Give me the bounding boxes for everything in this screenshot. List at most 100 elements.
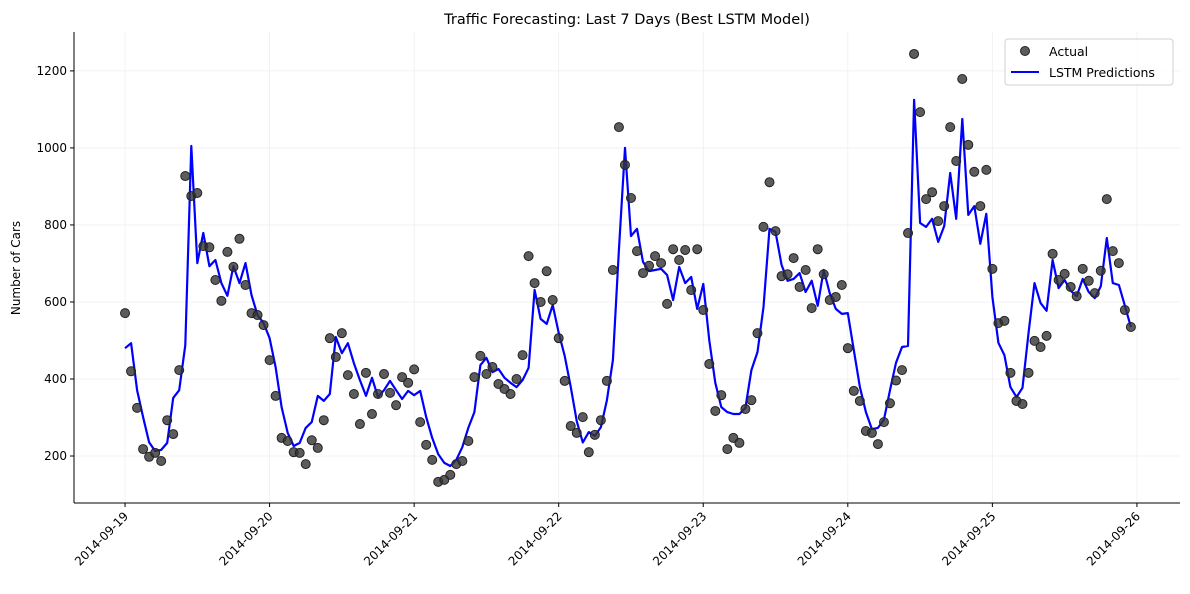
actual-point <box>644 260 655 271</box>
actual-point <box>957 73 968 84</box>
actual-point <box>818 269 829 280</box>
x-ticks: 2014-09-19 2014-09-20 2014-09-21 2014-09-22… <box>72 503 1143 568</box>
actual-point <box>788 253 799 264</box>
actual-point <box>764 177 775 188</box>
actual-point <box>138 444 149 455</box>
actual-point <box>915 107 926 118</box>
actual-point <box>523 251 534 262</box>
actual-point <box>927 187 938 198</box>
actual-point <box>716 390 727 401</box>
actual-point <box>391 400 402 411</box>
actual-point <box>1095 265 1106 276</box>
x-tick-label: 2014-09-23 <box>650 509 709 568</box>
actual-point <box>553 333 564 344</box>
legend-prediction-label: LSTM Predictions <box>1049 65 1155 80</box>
actual-point <box>1101 194 1112 205</box>
actual-point <box>421 439 432 450</box>
actual-point <box>890 375 901 386</box>
actual-point <box>692 244 703 255</box>
actual-point <box>951 156 962 167</box>
actual-point <box>264 355 275 366</box>
actual-point <box>836 280 847 291</box>
actual-point <box>156 456 167 467</box>
actual-point <box>120 308 131 319</box>
actual-point <box>812 244 823 255</box>
actual-point <box>168 429 179 440</box>
actual-point <box>872 439 883 450</box>
actual-point <box>1029 335 1040 346</box>
actual-point <box>379 368 390 379</box>
actual-point <box>662 298 673 309</box>
actual-point <box>1113 258 1124 269</box>
actual-point <box>252 310 263 321</box>
actual-point <box>752 328 763 339</box>
actual-point <box>1023 367 1034 378</box>
axes <box>73 32 1180 504</box>
actual-point <box>638 268 649 279</box>
actual-point <box>722 444 733 455</box>
actual-point <box>625 192 636 203</box>
actual-point <box>975 201 986 212</box>
actual-point <box>312 442 323 453</box>
y-tick-label: 1000 <box>36 141 67 155</box>
actual-point <box>559 375 570 386</box>
actual-point <box>415 417 426 428</box>
actual-point <box>963 139 974 150</box>
actual-point <box>132 402 143 413</box>
actual-point <box>529 278 540 289</box>
actual-point <box>698 305 709 316</box>
actual-point <box>631 246 642 257</box>
actual-point <box>999 315 1010 326</box>
actual-point <box>842 343 853 354</box>
actual-point <box>354 419 365 430</box>
actual-point <box>1047 248 1058 259</box>
actual-point <box>228 261 239 272</box>
actual-point <box>210 275 221 286</box>
actual-point <box>457 456 468 467</box>
actual-point <box>1017 399 1028 410</box>
actual-point <box>216 295 227 306</box>
actual-point <box>987 263 998 274</box>
actual-point <box>403 377 414 388</box>
actual-point <box>427 454 438 465</box>
actual-point <box>740 404 751 415</box>
actual-point <box>547 295 558 306</box>
prediction-series <box>124 98 1132 468</box>
actual-series <box>120 48 1136 487</box>
chart-title: Traffic Forecasting: Last 7 Days (Best L… <box>443 12 810 28</box>
actual-point <box>174 365 185 376</box>
actual-point <box>126 366 137 377</box>
actual-point <box>348 389 359 400</box>
prediction-line <box>124 98 1132 468</box>
actual-point <box>758 221 769 232</box>
actual-point <box>607 265 618 276</box>
actual-point <box>565 420 576 431</box>
actual-point <box>903 228 914 239</box>
actual-point <box>385 387 396 398</box>
actual-point <box>945 122 956 133</box>
actual-point <box>511 373 522 384</box>
actual-point <box>318 415 329 426</box>
actual-point <box>770 226 781 237</box>
actual-point <box>674 254 685 265</box>
actual-point <box>397 372 408 383</box>
actual-point <box>571 427 582 438</box>
actual-point <box>650 251 661 262</box>
actual-point <box>909 48 920 59</box>
actual-point <box>324 333 335 344</box>
actual-point <box>939 201 950 212</box>
actual-point <box>1065 281 1076 292</box>
actual-point <box>734 437 745 448</box>
actual-point <box>680 244 691 255</box>
actual-point <box>921 194 932 205</box>
actual-point <box>595 415 606 426</box>
actual-point <box>710 405 721 416</box>
actual-point <box>1125 322 1136 333</box>
actual-point <box>192 187 203 198</box>
actual-point <box>1005 367 1016 378</box>
actual-point <box>535 296 546 307</box>
actual-point <box>1107 246 1118 257</box>
x-tick-label: 2014-09-20 <box>216 509 275 568</box>
actual-point <box>366 409 377 420</box>
actual-point <box>204 242 215 253</box>
